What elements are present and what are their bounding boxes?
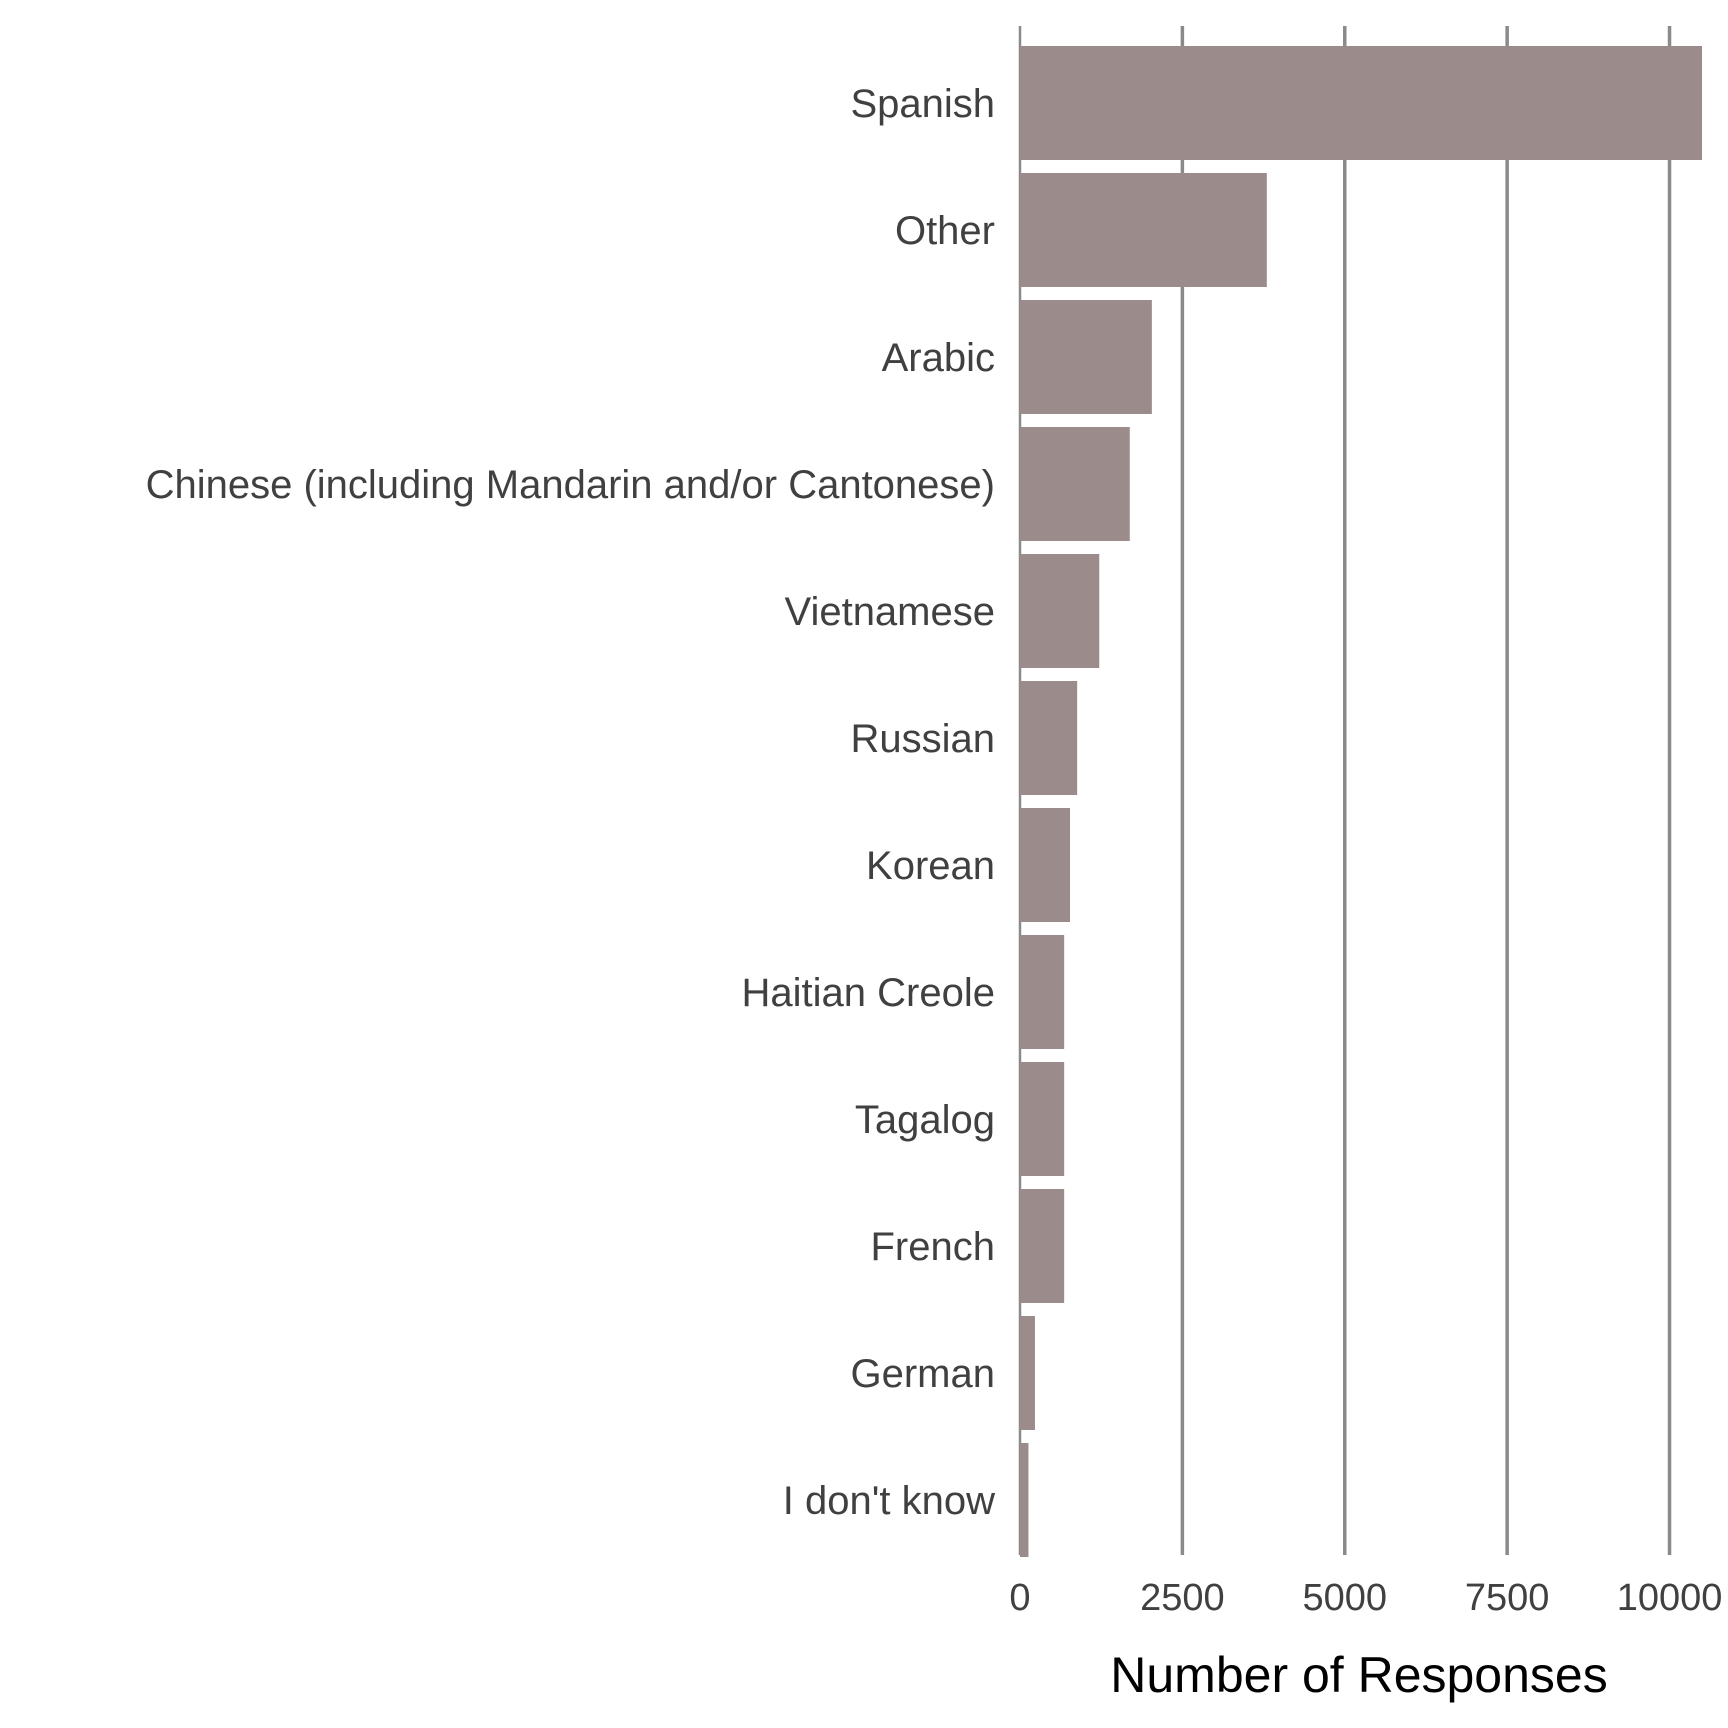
x-tick-labels: 0 2500 5000 7500 10000	[1009, 1577, 1722, 1619]
category-label: Tagalog	[855, 1098, 995, 1142]
x-tick-label: 5000	[1302, 1577, 1387, 1619]
category-label: German	[851, 1352, 996, 1396]
bar	[1020, 427, 1130, 541]
x-tick-label: 10000	[1617, 1577, 1723, 1619]
bar	[1020, 173, 1267, 287]
category-label: Russian	[850, 717, 995, 761]
bar	[1020, 1316, 1035, 1430]
category-label: Other	[895, 209, 995, 253]
bar	[1020, 554, 1100, 668]
category-label: Vietnamese	[784, 590, 995, 634]
category-labels: Spanish Other Arabic Chinese (including Man…	[146, 82, 996, 1523]
category-label: Arabic	[882, 336, 995, 380]
category-label: Haitian Creole	[742, 971, 995, 1015]
category-label: Korean	[866, 844, 995, 888]
bar	[1020, 681, 1078, 795]
category-label: French	[871, 1225, 996, 1269]
category-label: Spanish	[850, 82, 995, 126]
bar	[1020, 46, 1702, 160]
category-label: I don't know	[783, 1479, 995, 1523]
bar	[1020, 1062, 1065, 1176]
bar	[1020, 1189, 1065, 1303]
category-label: Chinese (including Mandarin and/or Canto…	[146, 463, 995, 507]
x-tick-label: 7500	[1465, 1577, 1550, 1619]
x-axis-title: Number of Responses	[1110, 1647, 1607, 1703]
bar	[1020, 1443, 1029, 1557]
x-tick-label: 0	[1009, 1577, 1030, 1619]
x-tick-label: 2500	[1140, 1577, 1225, 1619]
bar	[1020, 300, 1152, 414]
bar	[1020, 935, 1065, 1049]
bars	[1020, 46, 1702, 1557]
bar	[1020, 808, 1071, 922]
